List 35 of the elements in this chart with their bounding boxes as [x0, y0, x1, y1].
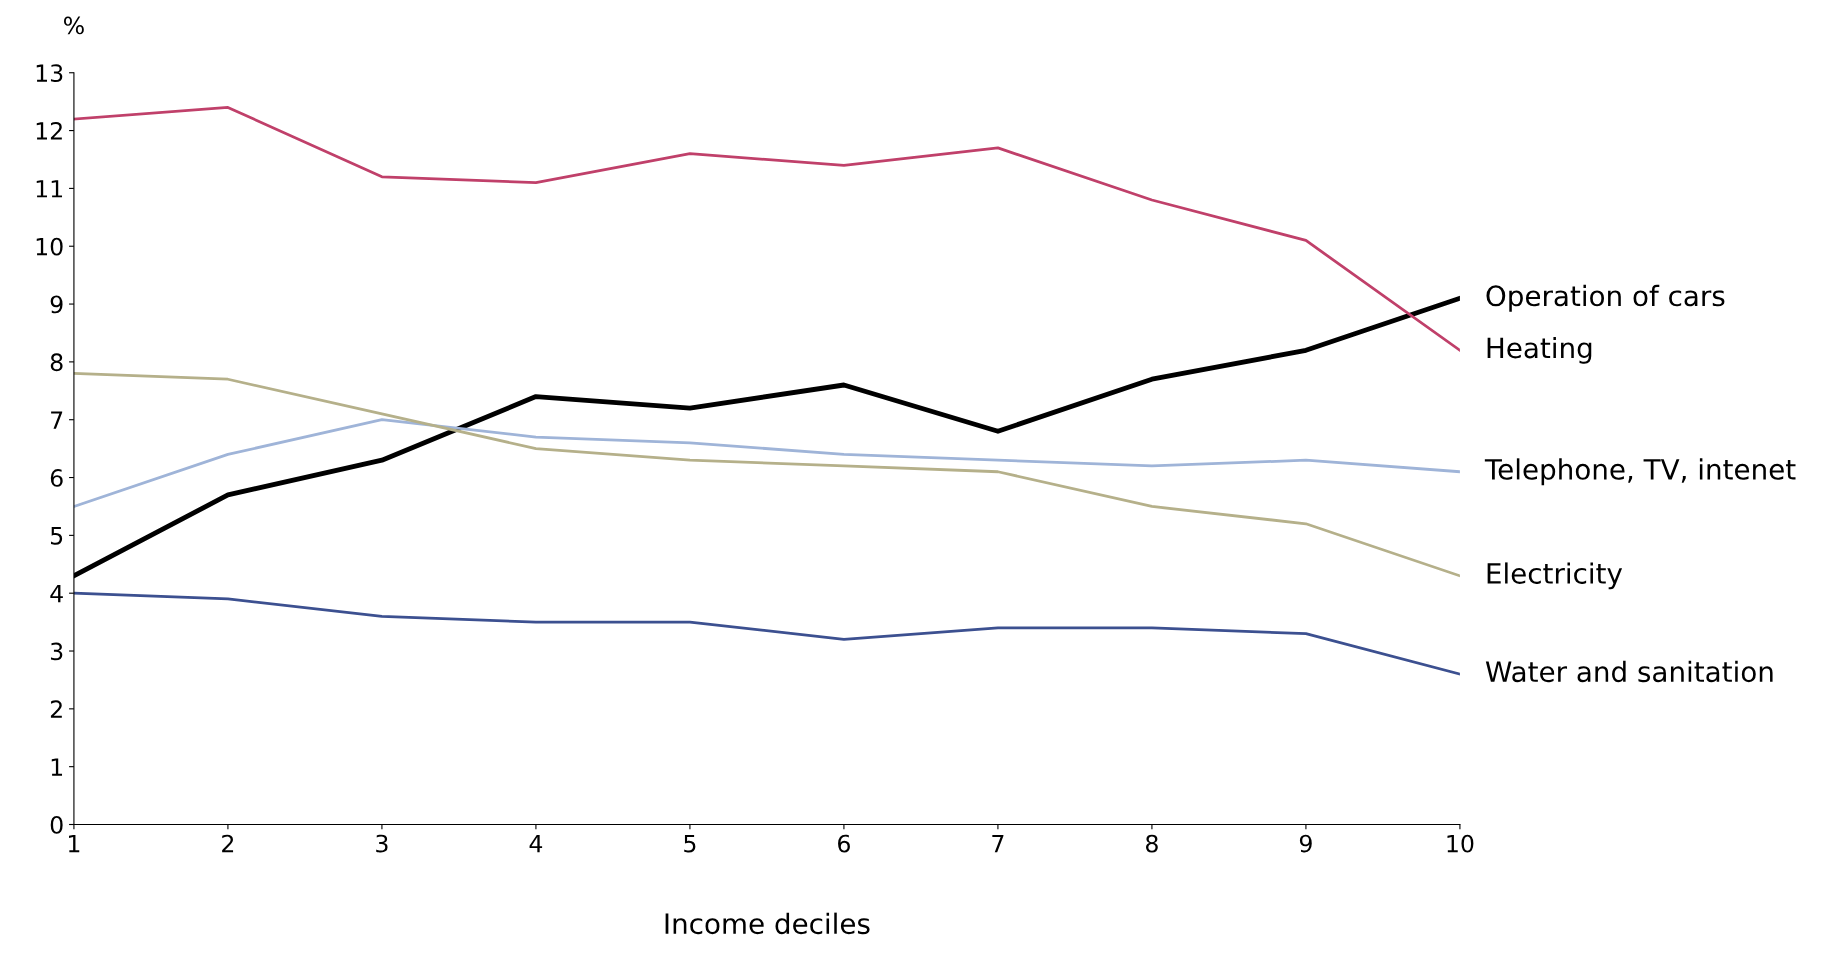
- y-axis-title: %: [64, 16, 84, 35]
- y-tick-label: 10: [36, 237, 63, 256]
- line-series: [73, 372, 1460, 578]
- y-tick-label: 11: [36, 180, 63, 198]
- x-tick-label: 4: [529, 834, 543, 853]
- x-tick-label: 6: [838, 834, 850, 853]
- x-tick-label: 9: [1299, 834, 1312, 853]
- line-series: [73, 418, 1460, 508]
- y-tick-label: 1: [51, 758, 63, 776]
- series-label: Water and sanitation: [1485, 660, 1773, 683]
- x-axis-title: Income deciles: [665, 912, 870, 935]
- series-label: Electricity: [1487, 562, 1623, 590]
- series-label: Telephone, TV, intenet: [1484, 458, 1796, 486]
- series-label: Operation of cars: [1486, 284, 1725, 312]
- y-tick-label: 7: [51, 411, 63, 429]
- y-tick-label: 0: [50, 815, 63, 834]
- x-tick-label: 10: [1447, 834, 1474, 853]
- x-tick-label: 8: [1146, 834, 1158, 853]
- y-tick-label: 13: [36, 64, 63, 83]
- x-tick-label: 1: [69, 834, 80, 853]
- y-tick-label: 9: [50, 295, 63, 314]
- y-tick-label: 3: [50, 642, 63, 661]
- series-label: Heating: [1487, 336, 1592, 364]
- x-tick-label: 5: [684, 834, 696, 853]
- x-tick-label: 7: [992, 834, 1004, 853]
- line-series: [73, 106, 1460, 352]
- y-tick-label: 5: [51, 527, 63, 545]
- y-tick-label: 8: [50, 353, 63, 372]
- y-tick-label: 4: [50, 584, 63, 603]
- y-tick-label: 12: [36, 122, 62, 140]
- x-tick-label: 3: [376, 834, 388, 853]
- y-tick-label: 6: [50, 468, 63, 487]
- line-series: [73, 591, 1460, 676]
- y-tick-label: 2: [50, 700, 62, 718]
- x-tick-label: 2: [222, 834, 234, 853]
